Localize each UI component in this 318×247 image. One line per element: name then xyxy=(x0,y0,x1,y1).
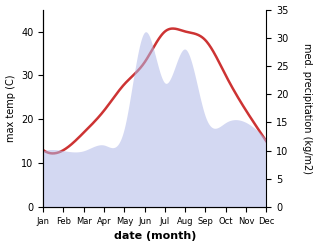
X-axis label: date (month): date (month) xyxy=(114,231,196,242)
Y-axis label: max temp (C): max temp (C) xyxy=(5,75,16,142)
Y-axis label: med. precipitation (kg/m2): med. precipitation (kg/m2) xyxy=(302,43,313,174)
